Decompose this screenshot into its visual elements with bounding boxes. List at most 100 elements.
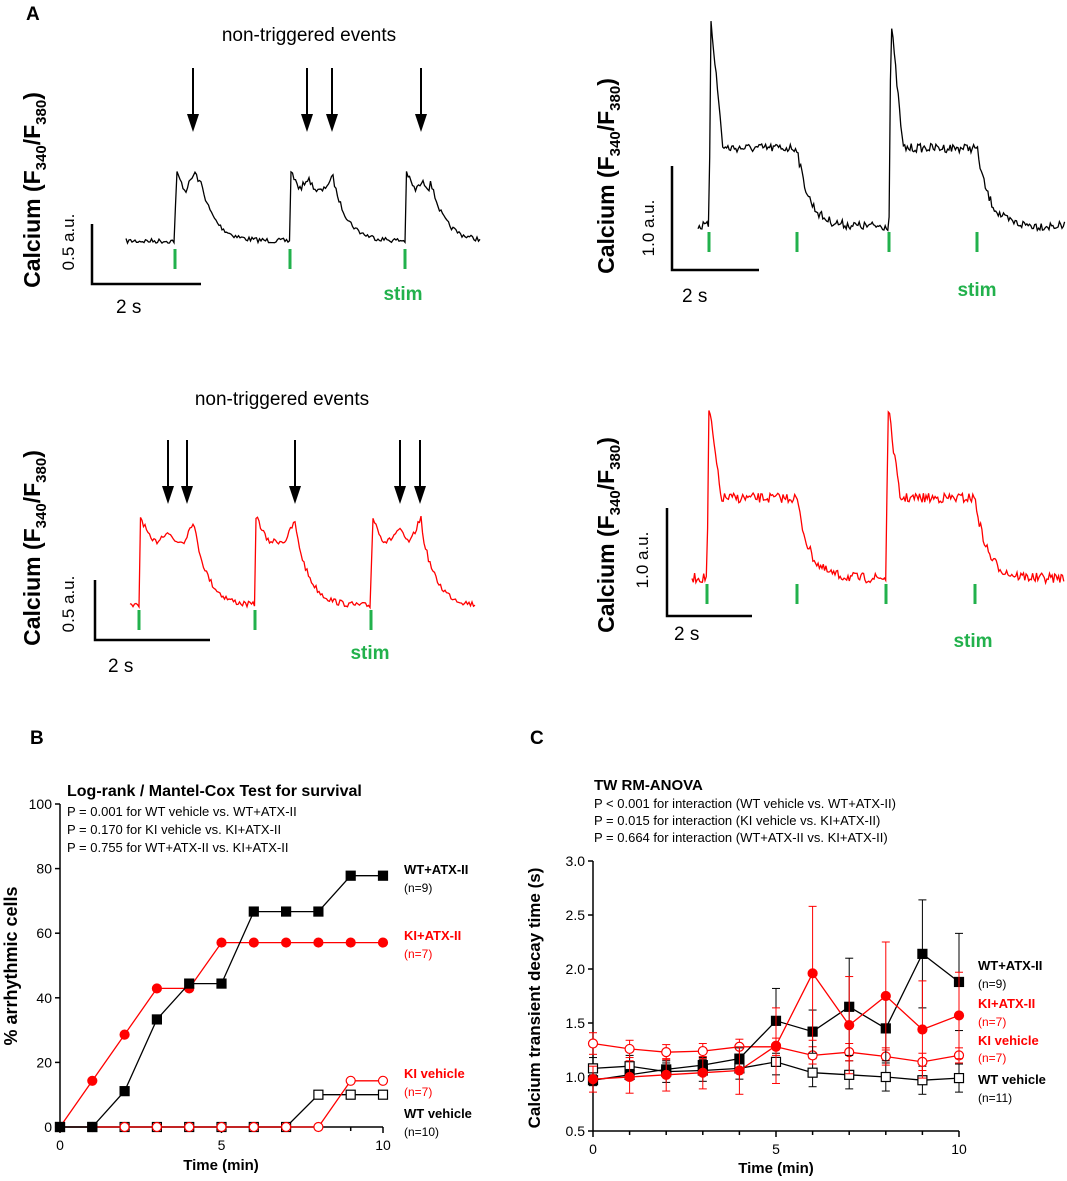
chart-c-note-1: P < 0.001 for interaction (WT vehicle vs… — [594, 796, 896, 811]
scale-y-a2: 1.0 a.u. — [639, 200, 658, 257]
stim-label-a2: stim — [957, 280, 996, 301]
data-point — [313, 937, 324, 948]
legend-b-wt-veh: WT vehicle — [404, 1106, 472, 1121]
data-point — [770, 1040, 782, 1051]
y-tick-label: 1.0 — [566, 1069, 586, 1085]
data-point — [216, 1121, 227, 1133]
data-point — [377, 1089, 389, 1100]
svg-text:Calcium (F340/F380): Calcium (F340/F380) — [19, 450, 50, 646]
data-point — [697, 1067, 708, 1078]
panel-label-c: C — [530, 728, 544, 749]
y-tick-label: 80 — [36, 861, 52, 877]
x-tick-label: 5 — [218, 1137, 226, 1153]
stim-marker — [707, 232, 711, 252]
data-point — [119, 1121, 130, 1133]
legend-c-wt-atx-n: (n=9) — [978, 977, 1006, 991]
event-arrow — [162, 440, 174, 504]
stim-label-a4: stim — [953, 631, 992, 652]
legend-b-ki-atx: KI+ATX-II — [404, 928, 461, 943]
scale-bar-a1 — [90, 224, 201, 286]
data-point — [953, 1072, 965, 1084]
svg-text:Calcium (F340/F380): Calcium (F340/F380) — [19, 92, 50, 288]
trace-wt-atx: non-triggered events Calcium (F340/F380)… — [19, 25, 481, 318]
data-point — [917, 948, 928, 959]
stim-marker — [973, 584, 977, 604]
data-point — [880, 990, 891, 1002]
series-line — [59, 941, 383, 1128]
data-point — [661, 1047, 672, 1058]
chart-b-title: Log-rank / Mantel-Cox Test for survival — [67, 783, 362, 800]
data-point — [377, 870, 389, 881]
x-tick-label: 10 — [951, 1141, 967, 1157]
time-scale-a4: 2 s — [674, 624, 699, 645]
y-tick-label: 2.5 — [566, 907, 586, 923]
data-point — [345, 1089, 356, 1100]
series-ki-vehicle — [54, 1075, 389, 1133]
scale-bar-a4 — [665, 508, 752, 618]
y-tick-label: 0.5 — [566, 1123, 586, 1139]
data-point — [248, 906, 259, 917]
data-point — [54, 1121, 66, 1133]
data-point — [587, 1038, 599, 1049]
legend-c-wt-atx: WT+ATX-II — [978, 958, 1042, 973]
legend-c-wt-veh-n: (n=11) — [978, 1091, 1012, 1105]
data-point — [377, 937, 389, 948]
x-tick-label: 0 — [56, 1137, 64, 1153]
event-arrow — [394, 440, 406, 504]
data-point — [345, 1075, 356, 1086]
data-point — [917, 1024, 928, 1035]
data-point — [216, 937, 227, 948]
stim-marker — [705, 584, 709, 604]
x-tick-label: 10 — [375, 1137, 391, 1153]
event-arrow — [414, 440, 426, 504]
calcium-trace-a4 — [691, 410, 1065, 586]
nontriggered-label-top: non-triggered events — [222, 25, 396, 46]
calcium-trace-a1 — [125, 170, 481, 245]
data-point — [216, 978, 227, 989]
event-arrow — [326, 68, 338, 132]
data-point — [345, 937, 356, 948]
data-point — [844, 1020, 855, 1031]
chart-b: Log-rank / Mantel-Cox Test for survival … — [1, 783, 472, 1174]
data-point — [313, 1121, 324, 1133]
data-point — [184, 978, 195, 989]
y-tick-label: 1.5 — [566, 1015, 586, 1031]
chart-b-xlabel: Time (min) — [183, 1157, 259, 1174]
legend-b-ki-atx-n: (n=7) — [404, 947, 432, 961]
calcium-trace-a3 — [129, 515, 476, 610]
chart-c-note-3: P = 0.664 for interaction (WT+ATX-II vs.… — [594, 830, 888, 845]
time-scale-a1: 2 s — [116, 297, 141, 318]
trace-ki-atx: non-triggered events Calcium (F340/F380)… — [19, 389, 476, 677]
y-tick-label: 3.0 — [566, 853, 586, 869]
legend-b-wt-atx: WT+ATX-II — [404, 862, 468, 877]
chart-b-note-3: P = 0.755 for WT+ATX-II vs. KI+ATX-II — [67, 840, 288, 855]
chart-c-title: TW RM-ANOVA — [594, 777, 703, 794]
ylabel-a3: Calcium (F340/F380) — [19, 450, 50, 646]
data-point — [313, 1089, 324, 1100]
legend-c-ki-veh-n: (n=7) — [978, 1051, 1006, 1065]
scale-y-a4: 1.0 a.u. — [633, 532, 652, 589]
scale-y-a1: 0.5 a.u. — [59, 214, 78, 271]
event-arrow — [301, 68, 313, 132]
chart-c-xlabel: Time (min) — [738, 1160, 814, 1177]
stim-marker — [975, 232, 979, 252]
data-point — [119, 1029, 130, 1040]
legend-c-ki-atx-n: (n=7) — [978, 1015, 1006, 1029]
chart-b-ylabel: % arrhythmic cells — [1, 886, 21, 1045]
data-point — [697, 1045, 708, 1057]
svg-text:Calcium (F340/F380): Calcium (F340/F380) — [593, 78, 624, 274]
data-point — [281, 937, 292, 948]
event-arrow — [289, 440, 301, 504]
x-tick-label: 5 — [772, 1141, 780, 1157]
data-point — [624, 1071, 635, 1083]
data-point — [248, 937, 259, 948]
legend-c-ki-veh: KI vehicle — [978, 1033, 1039, 1048]
trace-wt-vehicle: Calcium (F340/F380) 1.0 a.u. 2 s stim — [593, 21, 1066, 307]
y-tick-label: 2.0 — [566, 961, 586, 977]
ylabel-a1: Calcium (F340/F380) — [19, 92, 50, 288]
legend-b-wt-veh-n: (n=10) — [404, 1125, 439, 1139]
data-point — [624, 1043, 635, 1055]
event-arrow — [181, 440, 193, 504]
series-ki-atx-ii — [587, 905, 965, 1095]
stim-label-a3: stim — [350, 643, 389, 664]
